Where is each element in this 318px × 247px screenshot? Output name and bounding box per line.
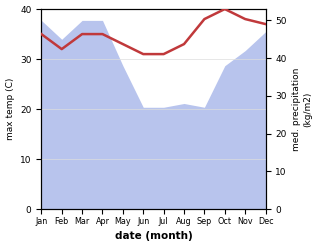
Y-axis label: med. precipitation
(kg/m2): med. precipitation (kg/m2) (292, 67, 313, 151)
Y-axis label: max temp (C): max temp (C) (5, 78, 15, 140)
X-axis label: date (month): date (month) (114, 231, 192, 242)
